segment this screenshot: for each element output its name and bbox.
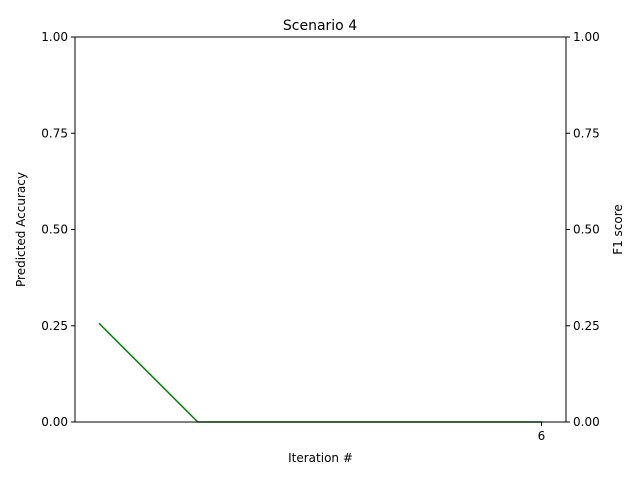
left-y-tick-label: 0.25 — [41, 319, 68, 333]
left-y-axis-label: Predicted Accuracy — [14, 172, 28, 287]
left-y-axis: 0.00 0.25 0.50 0.75 1.00 — [41, 30, 75, 429]
x-axis-label: Iteration # — [288, 451, 353, 465]
right-y-tick-label: 0.25 — [573, 319, 600, 333]
right-y-tick-label: 1.00 — [573, 30, 600, 44]
x-axis: 6 — [538, 422, 546, 443]
chart-title: Scenario 4 — [283, 18, 357, 34]
right-y-tick-label: 0.00 — [573, 415, 600, 429]
left-y-tick-label: 0.00 — [41, 415, 68, 429]
right-y-axis: 0.00 0.25 0.50 0.75 1.00 — [566, 30, 600, 429]
left-y-tick-label: 0.75 — [41, 126, 68, 140]
left-y-tick-label: 1.00 — [41, 30, 68, 44]
x-tick-label: 6 — [538, 429, 546, 443]
right-y-tick-label: 0.75 — [573, 126, 600, 140]
right-y-axis-label: F1 score — [611, 204, 625, 255]
right-y-tick-label: 0.50 — [573, 223, 600, 237]
left-y-tick-label: 0.50 — [41, 223, 68, 237]
